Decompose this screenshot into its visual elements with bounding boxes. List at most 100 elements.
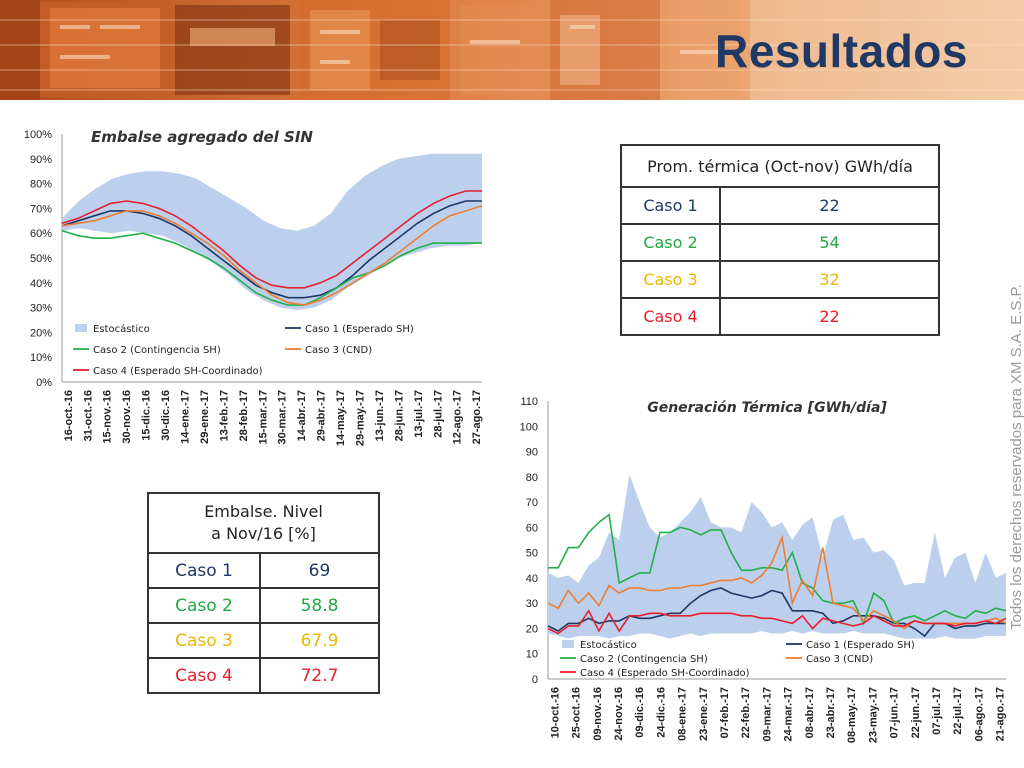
chart-title: Embalse agregado del SIN [91,128,313,146]
x-tick-label: 23-abr.-17 [825,687,837,738]
level-header-line1: Embalse. Nivel [204,502,323,521]
reservoir-level-table: Embalse. Nivel a Nov/16 [%] Caso 1 69 Ca… [147,492,380,694]
y-tick-label: 10% [30,352,52,364]
x-tick-label: 08-ene.-17 [677,687,689,741]
x-tick-label: 28-jul.-17 [432,390,444,438]
x-tick-label: 08-may.-17 [846,687,858,743]
row-value: 22 [719,186,940,225]
y-tick-label: 0% [36,377,52,389]
x-tick-label: 24-mar.-17 [783,687,795,741]
y-tick-label: 70% [30,203,52,215]
legend-swatch-estocastico [562,640,574,648]
x-tick-label: 15-mar.-17 [257,390,269,444]
x-tick-label: 31-oct.-16 [82,390,94,441]
table-row: Caso 4 72.7 [147,657,380,694]
y-tick-label: 80% [30,179,52,191]
series-line-caso1 [547,587,1006,638]
x-tick-label: 21-ago.-17 [995,687,1007,741]
thermal-average-table: Prom. térmica (Oct-nov) GWh/día Caso 1 2… [620,144,940,336]
table-row: Caso 3 32 [620,260,940,299]
x-tick-label: 23-may.-17 [867,687,879,743]
x-tick-label: 27-ago.-17 [471,390,483,444]
x-tick-label: 13-jul.-17 [413,390,425,438]
x-tick-label: 15-nov.-16 [102,390,114,444]
y-tick-label: 50% [30,253,52,265]
x-tick-label: 16-oct.-16 [63,390,75,441]
x-tick-label: 29-may.-17 [355,390,367,446]
row-label: Caso 1 [620,186,721,225]
legend-swatch-estocastico [75,324,87,332]
copyright-notice: Todos los derechos reservados para XM S.… [1008,284,1024,630]
legend-label: Estocástico [93,323,150,335]
y-tick-label: 90% [30,154,52,166]
chart-embalse-agregado: Embalse agregado del SIN 0% 10% 20% 30% 40% 50… [24,128,483,446]
chart-title: Generación Térmica [GWh/día] [647,400,887,416]
table-row: Caso 1 22 [620,186,940,225]
y-tick-label: 30 [526,598,538,610]
series-line-caso4 [547,609,1007,635]
x-tick-label: 30-nov.-16 [121,390,133,444]
row-value: 32 [719,260,940,299]
row-label: Caso 4 [147,657,261,694]
x-tick-label: 09-nov.-16 [592,687,604,741]
x-tick-label: 29-ene.-17 [199,390,211,444]
row-value: 22 [719,297,940,336]
y-tick-label: 90 [526,447,538,459]
y-tick-label: 100 [520,421,538,433]
row-label: Caso 4 [620,297,721,336]
stochastic-band-area [548,474,1006,639]
chart-generacion-termica: Generación Térmica [GWh/día] 0 10 20 30 40 50 6… [520,396,1007,743]
x-tick-label: 30-dic.-16 [160,390,172,441]
row-label: Caso 1 [147,552,261,589]
table-row: Caso 3 67.9 [147,622,380,659]
row-value: 58.8 [259,587,380,624]
y-tick-label: 80 [526,472,538,484]
x-tick-label: 28-jun.-17 [393,390,405,441]
series-line-caso4 [61,190,482,289]
table-row: Caso 2 54 [620,223,940,262]
stochastic-band-area [62,153,482,311]
y-tick-label: 70 [526,497,538,509]
y-tick-label: 0 [532,674,538,686]
x-tick-label: 28-feb.-17 [238,390,250,441]
row-value: 67.9 [259,622,380,659]
legend-label: Estocástico [580,639,637,651]
y-tick-label: 60 [526,522,538,534]
header-banner: Resultados [0,0,1024,100]
row-value: 54 [719,223,940,262]
x-tick-label: 13-feb.-17 [218,390,230,441]
row-label: Caso 3 [620,260,721,299]
legend-label: Caso 3 (CND) [806,654,873,665]
y-tick-label: 20 [526,623,538,635]
x-tick-label: 08-abr.-17 [804,687,816,738]
row-label: Caso 3 [147,622,261,659]
table-row: Caso 2 58.8 [147,587,380,624]
x-tick-label: 13-jun.-17 [374,390,386,441]
x-tick-label: 06-ago.-17 [973,687,985,741]
x-tick-label: 09-mar.-17 [761,687,773,741]
row-value: 69 [259,552,380,589]
y-tick-label: 10 [526,649,538,661]
x-tick-label: 22-jun.-17 [910,687,922,738]
x-tick-label: 07-jul.-17 [931,687,943,735]
table-row: Caso 4 22 [620,297,940,336]
y-tick-label: 30% [30,303,52,315]
y-tick-label: 100% [24,129,52,141]
y-tick-label: 110 [520,396,538,408]
y-tick-label: 40 [526,573,538,585]
series-line-caso2 [548,513,1007,626]
row-label: Caso 2 [147,587,261,624]
x-tick-label: 24-dic.-16 [655,687,667,738]
x-tick-label: 09-dic.-16 [634,687,646,738]
legend-label: Caso 1 (Esperado SH) [305,324,414,335]
thermal-table-header: Prom. térmica (Oct-nov) GWh/día [620,144,940,188]
series-line-caso2 [61,229,482,306]
x-tick-label: 22-jul.-17 [952,687,964,735]
x-tick-label: 24-nov.-16 [613,687,625,741]
slide-title: Resultados [715,25,968,77]
row-label: Caso 2 [620,223,721,262]
row-value: 72.7 [259,657,380,694]
x-tick-label: 07-jun.-17 [889,687,901,738]
table-row: Caso 1 69 [147,552,380,589]
series-line-caso1 [61,200,482,299]
